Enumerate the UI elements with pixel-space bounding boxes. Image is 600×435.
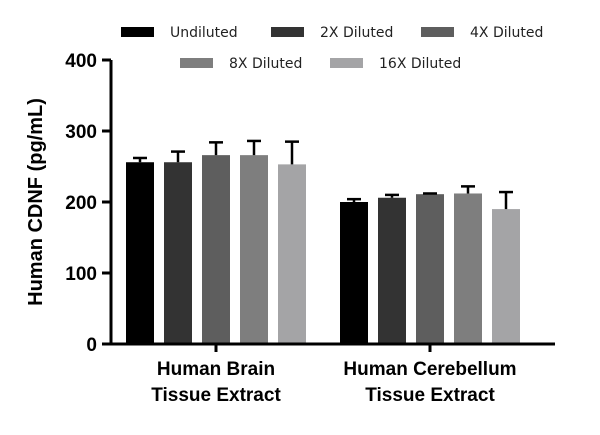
y-tick-label: 400 — [65, 51, 97, 72]
legend-swatch — [271, 27, 304, 37]
y-tick-label: 200 — [65, 193, 97, 214]
legend-swatch — [121, 27, 154, 37]
bar — [278, 164, 306, 344]
bar — [340, 202, 368, 344]
bar — [202, 155, 230, 344]
legend: Undiluted 2X Diluted 4X Diluted 8X Diluted 1… — [121, 25, 543, 72]
legend-swatch — [330, 58, 363, 68]
legend-label: Undiluted — [170, 25, 238, 41]
bar — [492, 209, 520, 344]
legend-label: 2X Diluted — [320, 25, 393, 41]
x-category-label: Human Cerebellum — [343, 359, 516, 380]
x-category-label: Tissue Extract — [151, 385, 281, 406]
y-tick-label: 0 — [86, 335, 97, 356]
bar — [126, 162, 154, 344]
bar — [416, 194, 444, 344]
y-axis: 0 100 200 300 400 — [65, 51, 113, 356]
bar — [164, 162, 192, 344]
y-tick-label: 300 — [65, 122, 97, 143]
legend-label: 16X Diluted — [379, 56, 461, 72]
legend-swatch — [421, 27, 454, 37]
bar — [240, 155, 268, 344]
bar — [378, 197, 406, 344]
legend-label: 8X Diluted — [229, 56, 302, 72]
bars — [126, 139, 520, 344]
legend-label: 4X Diluted — [470, 25, 543, 41]
x-category-label: Human Brain — [157, 359, 275, 380]
bar — [454, 193, 482, 344]
y-axis-title: Human CDNF (pg/mL) — [25, 98, 47, 306]
x-axis: Human Brain Tissue Extract Human Cerebellu… — [111, 342, 555, 406]
y-tick-label: 100 — [65, 264, 97, 285]
legend-swatch — [180, 58, 213, 68]
x-category-label: Tissue Extract — [365, 385, 495, 406]
